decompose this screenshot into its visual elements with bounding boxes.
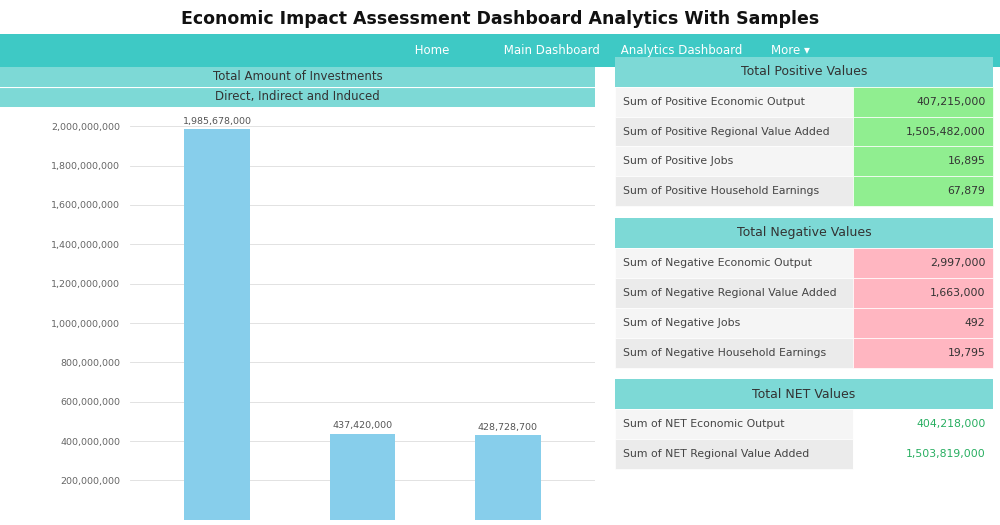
Text: 19,795: 19,795 (948, 348, 985, 358)
FancyBboxPatch shape (615, 87, 853, 117)
FancyBboxPatch shape (853, 146, 993, 176)
Text: Sum of Positive Household Earnings: Sum of Positive Household Earnings (623, 186, 819, 196)
Text: Total NET Values: Total NET Values (752, 387, 856, 401)
Text: Main Dashboard: Main Dashboard (500, 44, 600, 57)
Text: Sum of Positive Economic Output: Sum of Positive Economic Output (623, 97, 804, 107)
Text: Home: Home (411, 44, 449, 57)
FancyBboxPatch shape (853, 87, 993, 117)
FancyBboxPatch shape (615, 117, 853, 146)
Text: 16,895: 16,895 (948, 156, 985, 166)
Text: Analytics Dashboard: Analytics Dashboard (617, 44, 743, 57)
FancyBboxPatch shape (615, 146, 853, 176)
Text: Sum of Negative Regional Value Added: Sum of Negative Regional Value Added (623, 288, 836, 298)
FancyBboxPatch shape (0, 34, 1000, 67)
Text: Sum of NET Regional Value Added: Sum of NET Regional Value Added (623, 449, 809, 459)
Text: Sum of Negative Jobs: Sum of Negative Jobs (623, 318, 740, 328)
Text: More ▾: More ▾ (771, 44, 809, 57)
FancyBboxPatch shape (853, 176, 993, 206)
Text: 1,663,000: 1,663,000 (930, 288, 985, 298)
Text: Sum of Positive Jobs: Sum of Positive Jobs (623, 156, 733, 166)
Text: 407,215,000: 407,215,000 (916, 97, 985, 107)
Text: 67,879: 67,879 (948, 186, 985, 196)
FancyBboxPatch shape (615, 308, 853, 338)
FancyBboxPatch shape (615, 278, 853, 308)
Text: Total Amount of Investments: Total Amount of Investments (213, 70, 382, 83)
Text: Direct, Indirect and Induced: Direct, Indirect and Induced (215, 90, 380, 103)
FancyBboxPatch shape (615, 218, 993, 248)
FancyBboxPatch shape (615, 379, 993, 409)
FancyBboxPatch shape (0, 87, 595, 107)
FancyBboxPatch shape (853, 248, 993, 278)
FancyBboxPatch shape (853, 338, 993, 367)
FancyBboxPatch shape (0, 67, 595, 87)
Text: 1,985,678,000: 1,985,678,000 (183, 117, 252, 125)
Bar (330, 434, 395, 520)
Text: Total Positive Values: Total Positive Values (741, 65, 867, 78)
FancyBboxPatch shape (615, 439, 853, 469)
Text: Total Negative Values: Total Negative Values (737, 226, 871, 239)
FancyBboxPatch shape (853, 117, 993, 146)
FancyBboxPatch shape (615, 57, 993, 87)
Text: Sum of NET Economic Output: Sum of NET Economic Output (623, 419, 784, 429)
FancyBboxPatch shape (853, 409, 993, 439)
FancyBboxPatch shape (615, 248, 853, 278)
Text: 492: 492 (965, 318, 985, 328)
Text: 404,218,000: 404,218,000 (916, 419, 985, 429)
FancyBboxPatch shape (853, 278, 993, 308)
FancyBboxPatch shape (615, 338, 853, 367)
FancyBboxPatch shape (615, 176, 853, 206)
Text: 1,503,819,000: 1,503,819,000 (906, 449, 985, 459)
Bar (184, 129, 250, 520)
Text: Sum of Negative Household Earnings: Sum of Negative Household Earnings (623, 348, 826, 358)
Text: Sum of Positive Regional Value Added: Sum of Positive Regional Value Added (623, 127, 829, 136)
Text: Sum of Negative Economic Output: Sum of Negative Economic Output (623, 258, 811, 268)
Text: Economic Impact Assessment Dashboard Analytics With Samples: Economic Impact Assessment Dashboard Ana… (181, 10, 819, 28)
Text: 428,728,700: 428,728,700 (478, 423, 538, 432)
FancyBboxPatch shape (615, 409, 853, 439)
FancyBboxPatch shape (853, 439, 993, 469)
FancyBboxPatch shape (853, 308, 993, 338)
Bar (475, 435, 541, 520)
Text: 437,420,000: 437,420,000 (332, 421, 393, 430)
Text: 1,505,482,000: 1,505,482,000 (906, 127, 985, 136)
Text: 2,997,000: 2,997,000 (930, 258, 985, 268)
